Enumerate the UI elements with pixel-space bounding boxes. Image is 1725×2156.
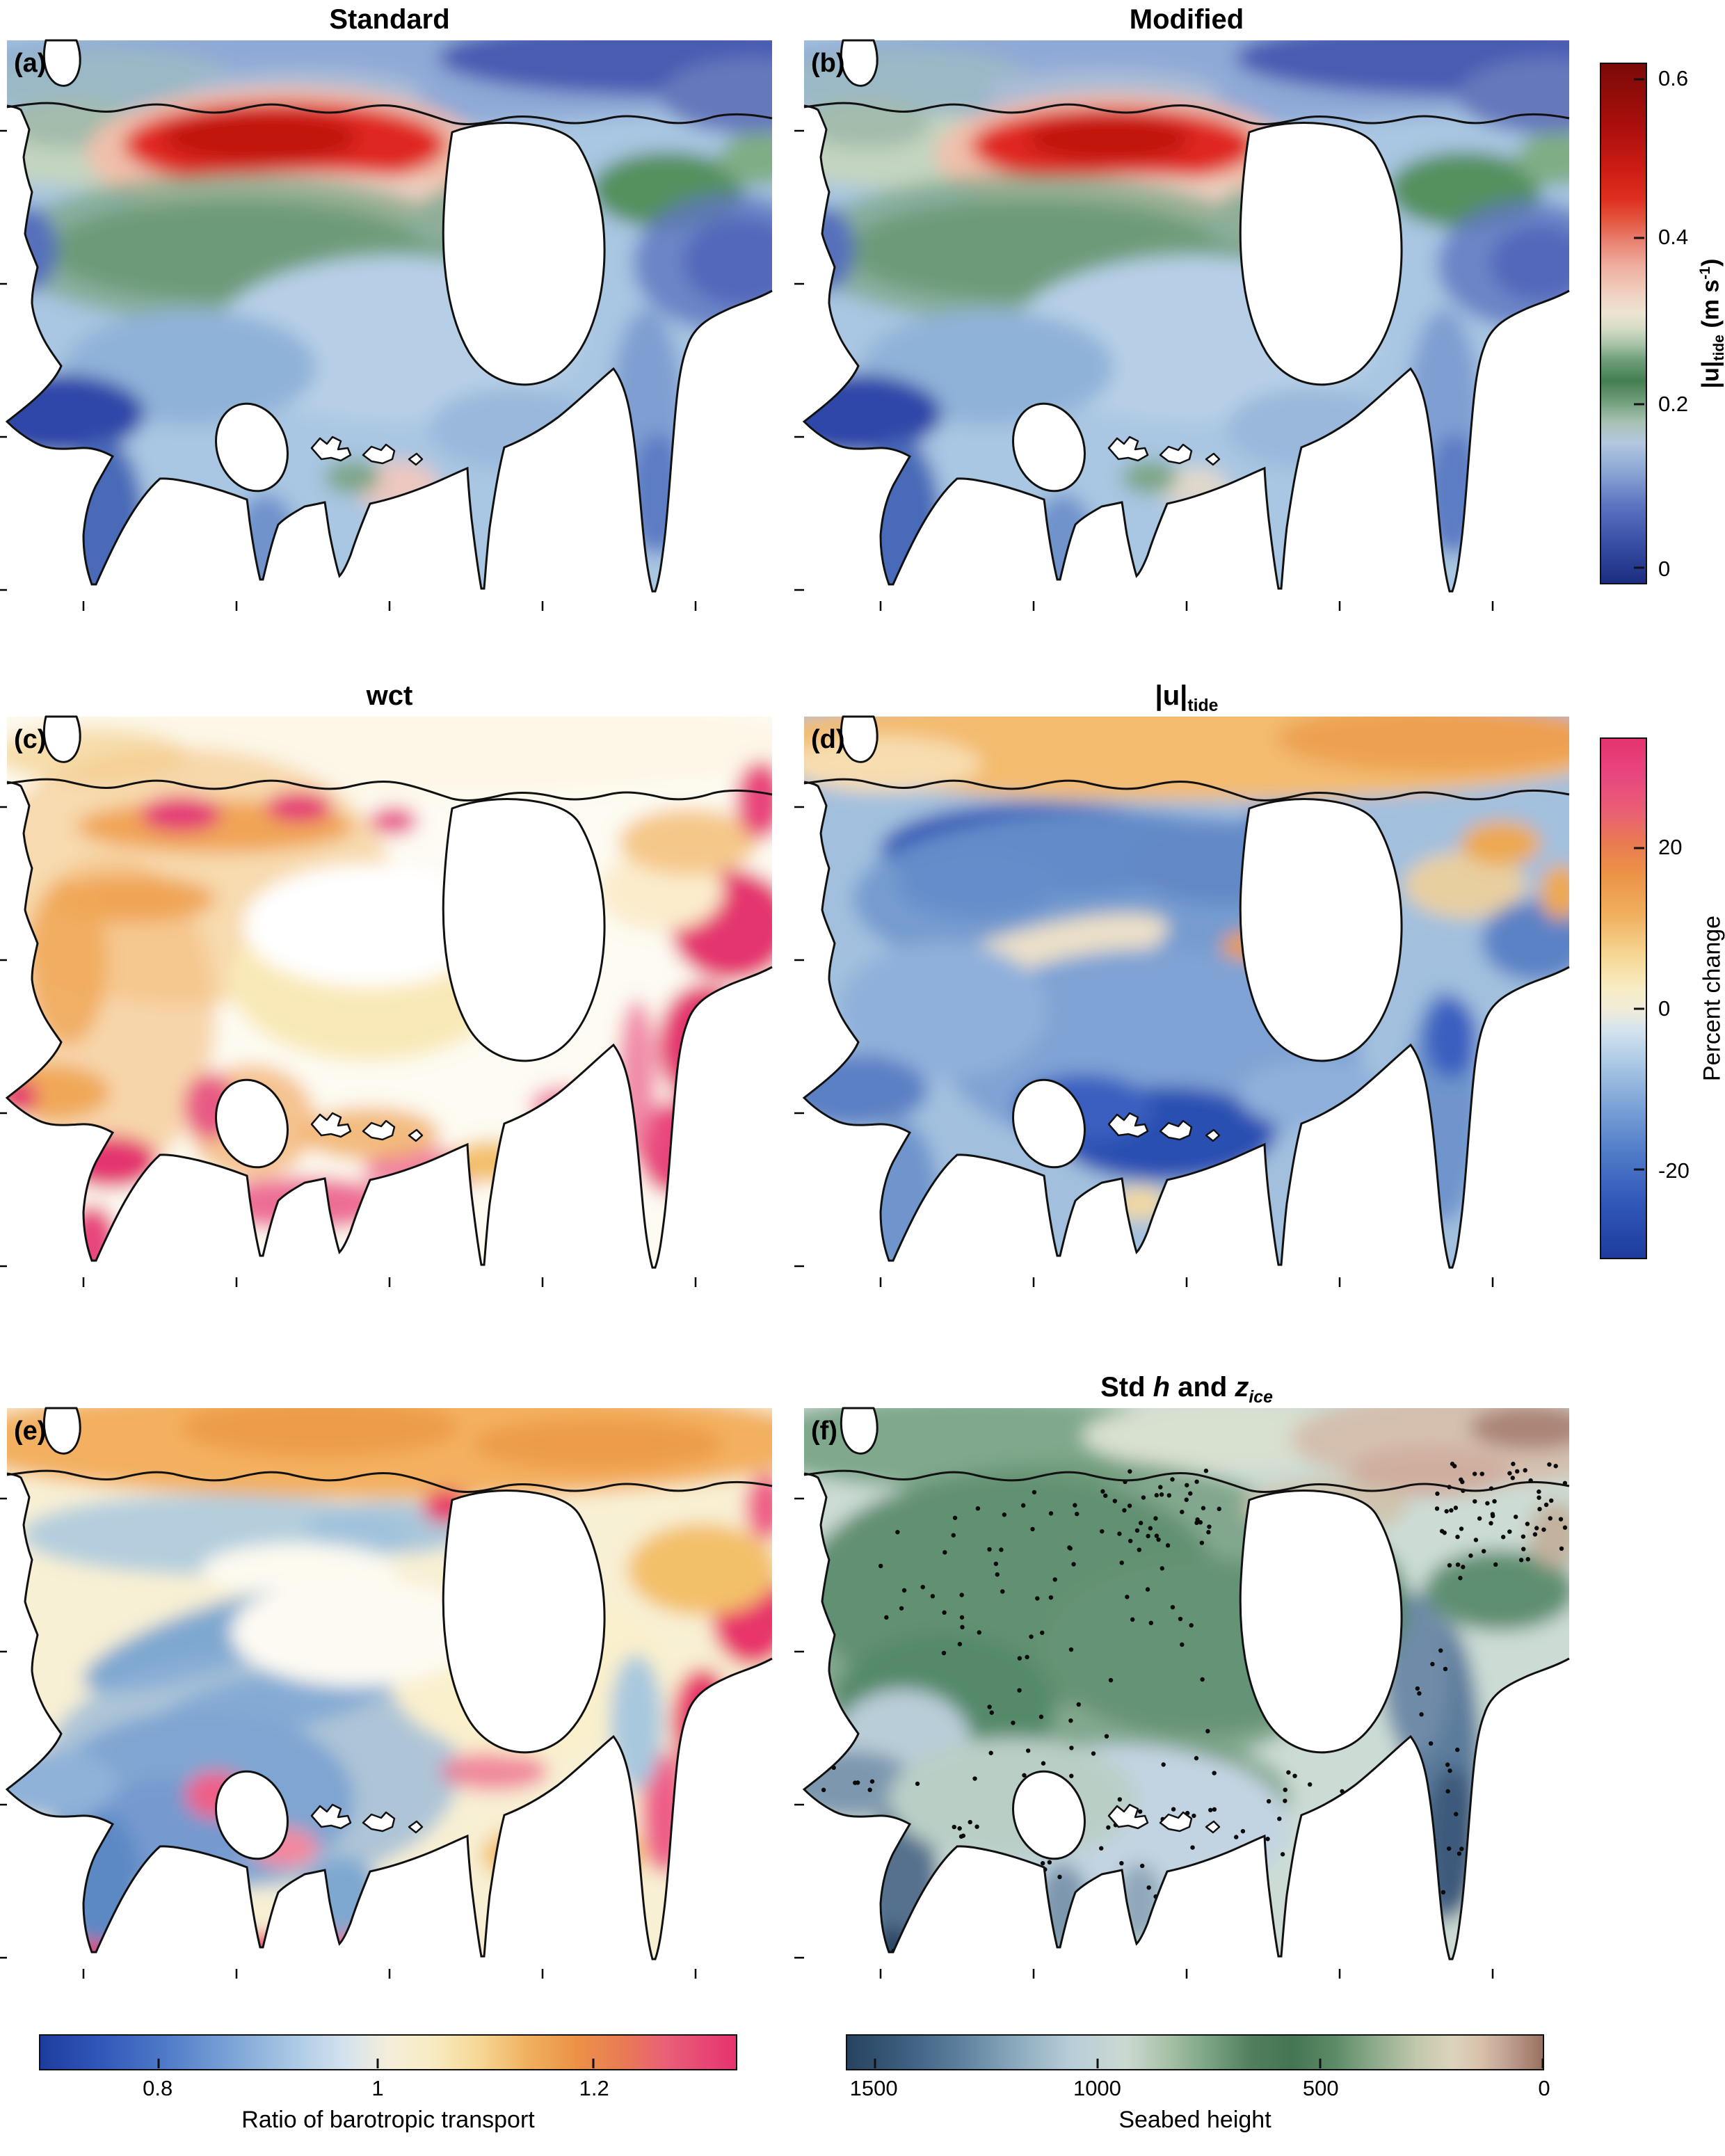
text-fragment: (m s [1697, 279, 1724, 335]
big-island-shape [1239, 1490, 1403, 1754]
big-island-shape [442, 798, 606, 1062]
colorbar-tick-mark [1634, 566, 1644, 569]
colorbar-axis-label: |u|tide (m s-1) [1697, 259, 1725, 389]
colorbar-tick-mark [376, 2059, 379, 2068]
panel-title-b: Modified [804, 4, 1569, 35]
big-island-shape [442, 1490, 606, 1754]
colorbar-ticks: 0.8 1 1.2 [39, 2076, 737, 2104]
panel-f: Std h and zice (f) [794, 1372, 1571, 1979]
text-fragment: Modified [1129, 4, 1244, 35]
panel-letter-c: (c) [14, 725, 47, 754]
colorbar-axis-label: Percent change [1699, 916, 1725, 1081]
panel-title-a: Standard [7, 4, 772, 35]
data-field [7, 40, 772, 591]
colorbar-tick-label: 20 [1658, 834, 1683, 859]
colorbar-tick-mark [1634, 237, 1644, 239]
panel-letter-d: (d) [811, 725, 845, 754]
colorbar-tick-mark [592, 2059, 595, 2068]
data-field [7, 717, 772, 1268]
colorbar-gradient-bar [1600, 63, 1647, 584]
colorbar-ticks: 1500 1000 500 0 [846, 2076, 1550, 2104]
colorbar-tick-label: 0.8 [143, 2076, 173, 2100]
colorbar-tick-label: 0 [1538, 2076, 1550, 2100]
panel-title-f: Std h and zice [804, 1372, 1569, 1413]
text-fragment: Std [1100, 1372, 1153, 1403]
colorbar-transport-ratio: 0.8 1 1.2 Ratio of barotropic transport [39, 2034, 737, 2133]
colorbar-tick-label: 1500 [849, 2076, 898, 2100]
colorbar-axis-label: Seabed height [1118, 2107, 1271, 2134]
text-fragment: Ratio of barotropic transport [241, 2107, 535, 2133]
map-standard [0, 39, 773, 611]
colorbar-tick-label: 0 [1658, 556, 1671, 581]
big-island-shape [1239, 122, 1403, 386]
colorbar-tick-mark [1634, 78, 1644, 81]
map-modified [794, 39, 1571, 611]
panel-a: Standard (a) [0, 4, 773, 611]
colorbar-tick-label: 0.2 [1658, 392, 1689, 417]
panel-c: wct (c) [0, 680, 773, 1287]
colorbar-tick-label: 500 [1302, 2076, 1339, 2100]
panel-title-d: |u|tide [804, 680, 1569, 721]
text-fragment: h [1153, 1372, 1171, 1403]
panel-letter-a: (a) [14, 49, 47, 78]
text-fragment: Percent change [1699, 915, 1725, 1082]
map-wct-change [0, 715, 773, 1287]
text-fragment: wct [366, 680, 413, 711]
panel-b: Modified (b) [794, 4, 1571, 611]
text-fragment: Seabed height [1118, 2107, 1271, 2133]
text-fragment: |u| [1697, 360, 1724, 389]
colorbar-tick-mark [1634, 403, 1644, 406]
colorbar-gradient-bar [846, 2034, 1544, 2070]
text-fragment: |u| [1155, 680, 1188, 711]
text-fragment: tide [1187, 696, 1219, 715]
colorbar-tick-mark [1634, 847, 1644, 849]
text-fragment: and [1170, 1372, 1235, 1403]
panel-title-c: wct [7, 680, 772, 711]
colorbar-u-tide: 0 0.2 0.4 0.6 |u|tide (m s-1) [1600, 63, 1725, 584]
colorbar-tick-mark [1634, 1168, 1644, 1171]
panel-letter-e: (e) [14, 1416, 47, 1446]
data-field [7, 1408, 772, 1959]
panel-d: |u|tide (d) [794, 680, 1571, 1287]
text-fragment: -1 [1696, 266, 1713, 280]
data-field [804, 40, 1569, 591]
map-utide-change [794, 715, 1571, 1287]
text-fragment: Standard [329, 4, 450, 35]
colorbar-tick-label: 1.2 [579, 2076, 609, 2100]
colorbar-tick-mark [1319, 2059, 1322, 2068]
colorbar-seabed-height: 1500 1000 500 0 Seabed height [846, 2034, 1550, 2133]
colorbar-tick-mark [1541, 2059, 1544, 2068]
colorbar-tick-mark [1096, 2059, 1099, 2068]
colorbar-axis-label: Ratio of barotropic transport [241, 2107, 534, 2134]
text-fragment: z [1235, 1372, 1249, 1403]
colorbar-ticks: -20 0 20 [1658, 737, 1725, 1259]
panel-e: (e) [0, 1407, 773, 1979]
panel-letter-f: (f) [811, 1416, 837, 1446]
colorbar-tick-label: 0 [1658, 996, 1671, 1021]
big-island-shape [1239, 798, 1403, 1062]
colorbar-tick-label: 1000 [1073, 2076, 1121, 2100]
panel-letter-b: (b) [811, 49, 845, 78]
big-island-shape [442, 122, 606, 386]
colorbar-percent-change: -20 0 20 Percent change [1600, 737, 1725, 1259]
colorbar-tick-mark [1634, 1007, 1644, 1010]
colorbar-tick-mark [157, 2059, 160, 2068]
text-fragment: tide [1711, 335, 1725, 361]
colorbar-gradient-bar [1600, 737, 1647, 1259]
colorbar-tick-label: 0.4 [1658, 225, 1689, 250]
colorbar-tick-label: 0.6 [1658, 65, 1689, 90]
colorbar-tick-mark [874, 2059, 876, 2068]
text-fragment: ice [1249, 1388, 1273, 1407]
text-fragment: ) [1697, 258, 1724, 266]
colorbar-gradient-bar [39, 2034, 737, 2070]
colorbar-tick-label: -20 [1658, 1158, 1690, 1183]
data-field [804, 717, 1569, 1268]
map-seabed-height [794, 1407, 1571, 1979]
map-transport-ratio [0, 1407, 773, 1979]
colorbar-tick-label: 1 [371, 2076, 384, 2100]
colorbar-ticks: 0 0.2 0.4 0.6 [1658, 63, 1725, 584]
